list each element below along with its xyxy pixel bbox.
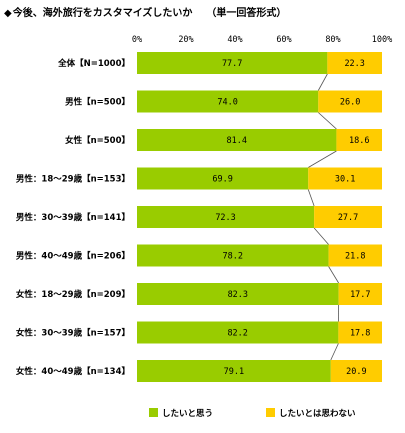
- bar-want: [137, 129, 337, 151]
- data-label-want: 81.4: [226, 136, 246, 146]
- bar-want: [137, 52, 328, 74]
- series-connector-line: [307, 189, 315, 207]
- data-label-want: 79.1: [224, 367, 244, 377]
- category-label: 女性：40～49歳【n=134】: [16, 366, 130, 377]
- series-connector-line: [308, 150, 337, 168]
- bar-not-want: [308, 167, 382, 190]
- data-label-not-want: 22.3: [344, 59, 364, 69]
- bar-want: [137, 321, 339, 344]
- bar-not-want: [327, 52, 382, 74]
- title-marker: ◆: [4, 8, 12, 19]
- bar-not-want: [330, 360, 382, 382]
- category-label: 男性：30～39歳【n=141】: [16, 212, 130, 223]
- x-tick-label: 20%: [178, 35, 193, 45]
- title-note: （単一回答形式）: [206, 8, 287, 19]
- bar-want: [137, 167, 309, 190]
- bar-not-want: [338, 321, 382, 344]
- series-connector-line: [317, 73, 328, 91]
- data-label-not-want: 27.7: [338, 213, 358, 223]
- data-label-not-want: 18.6: [349, 136, 369, 146]
- bar-want: [137, 244, 329, 267]
- category-label: 女性：30～39歳【n=157】: [16, 328, 130, 339]
- data-label-not-want: 21.8: [345, 252, 365, 262]
- data-label-not-want: 26.0: [340, 98, 360, 108]
- series-connector-line: [328, 266, 339, 284]
- data-label-want: 77.7: [222, 59, 242, 69]
- x-tick-label: 0%: [132, 35, 142, 45]
- bar-want: [137, 283, 339, 305]
- bar-want: [137, 90, 319, 113]
- data-label-not-want: 17.8: [350, 329, 370, 339]
- legend-label-not-want: したいとは思わない: [279, 408, 356, 419]
- bar-not-want: [328, 244, 382, 267]
- data-label-want: 82.3: [228, 290, 248, 300]
- x-tick-label: 60%: [276, 35, 291, 45]
- bar-not-want: [338, 283, 382, 305]
- bar-want: [137, 360, 331, 382]
- series-connector-line: [330, 343, 339, 361]
- legend-swatch-want: [149, 408, 158, 417]
- category-label: 女性：18～29歳【n=209】: [16, 289, 130, 300]
- data-label-want: 74.0: [217, 98, 237, 108]
- bar-not-want: [314, 206, 382, 228]
- chart-title: ◆今後、海外旅行をカスタマイズしたいか （単一回答形式）: [4, 4, 286, 19]
- legend-swatch-not-want: [266, 408, 275, 417]
- data-label-want: 72.3: [215, 213, 235, 223]
- x-tick-label: 100%: [372, 35, 392, 45]
- bar-want: [137, 206, 315, 228]
- category-label: 男性：40～49歳【n=206】: [16, 251, 130, 262]
- category-label: 女性【n=500】: [65, 135, 130, 146]
- data-label-not-want: 30.1: [335, 175, 355, 185]
- data-label-want: 82.2: [227, 329, 247, 339]
- bar-not-want: [336, 129, 382, 151]
- series-connector-line: [313, 227, 329, 245]
- data-label-not-want: 17.7: [350, 290, 370, 300]
- x-tick-label: 40%: [227, 35, 242, 45]
- series-connector-line: [318, 112, 337, 130]
- data-label-want: 69.9: [212, 175, 232, 185]
- category-label: 男性【n=500】: [65, 97, 130, 108]
- bar-not-want: [318, 90, 382, 113]
- data-label-not-want: 20.9: [346, 367, 366, 377]
- category-label: 男性：18～29歳【n=153】: [16, 174, 130, 185]
- data-label-want: 78.2: [223, 252, 243, 262]
- x-tick-label: 80%: [325, 35, 340, 45]
- title-text: 今後、海外旅行をカスタマイズしたいか: [12, 8, 193, 19]
- category-label: 全体【N=1000】: [57, 58, 130, 69]
- legend-label-want: したいと思う: [162, 408, 213, 419]
